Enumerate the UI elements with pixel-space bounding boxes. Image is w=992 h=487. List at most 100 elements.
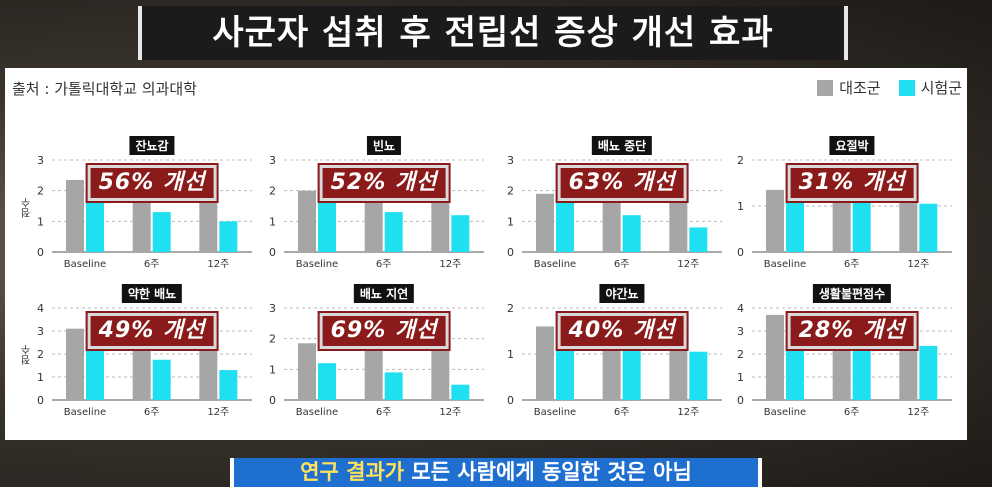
- y-tick-label: 1: [269, 363, 276, 376]
- x-tick-label: 12주: [907, 407, 929, 418]
- x-tick-label: 12주: [439, 407, 461, 418]
- bar-control-3: [431, 195, 450, 252]
- x-tick-label: Baseline: [64, 259, 106, 270]
- y-tick-label: 3: [37, 325, 44, 338]
- y-tick-label: 4: [737, 302, 744, 315]
- bar-control-3: [899, 192, 918, 252]
- bar-control-2: [364, 192, 383, 252]
- bar-control-2: [364, 344, 383, 400]
- legend: 대조군 시험군: [817, 77, 962, 98]
- y-tick-label: 0: [37, 394, 44, 407]
- bar-control-2: [132, 192, 151, 252]
- chart-title: 배뇨 지연: [353, 284, 415, 303]
- x-tick-label: 6주: [614, 259, 630, 270]
- y-tick-label: 1: [37, 215, 44, 228]
- chart-svg: 0 1 2 Baseline 6주 12주: [507, 302, 722, 418]
- chart-4: 요절박 0 1 2 Baseline 6주 12주 31% 개선: [730, 136, 952, 272]
- x-tick-label: 6주: [844, 259, 860, 270]
- video-title: 사군자 섭취 후 전립선 증상 개선 효과: [138, 6, 848, 60]
- chart-3: 배뇨 중단 0 1 2 3 Baseline 6주 12주 63% 개선: [500, 136, 722, 272]
- y-tick-label: 3: [269, 302, 276, 315]
- y-tick-label: 2: [37, 185, 44, 198]
- x-tick-label: Baseline: [764, 407, 806, 418]
- bar-test-1: [86, 190, 104, 252]
- y-tick-label: 0: [737, 246, 744, 259]
- bar-test-3: [451, 215, 470, 252]
- bar-test-1: [86, 340, 104, 400]
- chart-8: 생활불편점수 0 1 2 3 4 Baseline 6주 12주 28% 개선: [730, 284, 952, 420]
- bar-control-2: [832, 189, 851, 252]
- bar-control-1: [66, 179, 84, 252]
- y-tick-label: 0: [507, 246, 514, 259]
- legend-label-test: 시험군: [920, 79, 962, 97]
- caption-rest: 모든 사람에게 동일한 것은 아님: [404, 460, 692, 484]
- bar-test-1: [556, 333, 574, 400]
- y-tick-label: 4: [37, 302, 44, 315]
- y-tick-label: 2: [37, 348, 44, 361]
- bar-control-1: [766, 189, 784, 252]
- chart-svg: 0 1 2 3 4 Baseline 6주 12주: [37, 302, 252, 418]
- bar-control-1: [298, 343, 316, 400]
- bar-test-3: [919, 345, 938, 400]
- x-tick-label: 12주: [207, 259, 229, 270]
- chart-5: 약한 배뇨 0 1 2 3 4 Baseline 6주 12주 49% 개선: [30, 284, 252, 420]
- y-tick-label: 2: [737, 154, 744, 167]
- legend-item-control: 대조군: [817, 77, 881, 98]
- y-tick-label: 3: [507, 154, 514, 167]
- legend-item-test: 시험군: [898, 77, 962, 98]
- improvement-badge: 31% 개선: [785, 163, 919, 203]
- x-tick-label: 12주: [907, 259, 929, 270]
- y-tick-label: 0: [37, 246, 44, 259]
- y-tick-label: 3: [737, 325, 744, 338]
- chart-title: 약한 배뇨: [121, 284, 183, 303]
- x-tick-label: 12주: [207, 407, 229, 418]
- y-tick-label: 2: [507, 302, 514, 315]
- bottom-caption: 연구 결과가 모든 사람에게 동일한 것은 아님: [230, 458, 762, 487]
- x-tick-label: Baseline: [534, 407, 576, 418]
- chart-svg: 0 1 2 3 Baseline 6주 12주: [507, 154, 722, 270]
- chart-svg: 0 1 2 3 Baseline 6주 12주: [37, 154, 252, 270]
- chart-title: 야간뇨: [599, 284, 645, 303]
- chart-6: 배뇨 지연 0 1 2 3 Baseline 6주 12주 69% 개선: [262, 284, 484, 420]
- x-tick-label: Baseline: [296, 259, 338, 270]
- y-tick-label: 2: [269, 185, 276, 198]
- x-tick-label: Baseline: [64, 407, 106, 418]
- bar-test-3: [689, 227, 708, 252]
- x-tick-label: 6주: [144, 407, 160, 418]
- bar-test-2: [152, 359, 171, 400]
- bar-control-3: [199, 195, 218, 252]
- x-tick-label: 12주: [439, 259, 461, 270]
- chart-svg: 0 1 2 3 Baseline 6주 12주: [269, 154, 484, 270]
- x-tick-label: 6주: [376, 259, 392, 270]
- bar-control-3: [669, 193, 688, 252]
- bar-test-2: [852, 340, 871, 400]
- bar-test-1: [318, 363, 336, 400]
- bar-control-3: [199, 344, 218, 400]
- x-tick-label: 12주: [677, 259, 699, 270]
- bar-test-3: [451, 384, 470, 400]
- x-tick-label: 12주: [677, 407, 699, 418]
- bar-test-2: [622, 344, 641, 400]
- y-tick-label: 3: [37, 154, 44, 167]
- legend-swatch-control: [817, 79, 834, 96]
- bar-test-1: [556, 189, 574, 252]
- y-tick-label: 0: [269, 246, 276, 259]
- bar-control-2: [602, 193, 621, 252]
- chart-svg: 0 1 2 3 Baseline 6주 12주: [269, 302, 484, 418]
- y-tick-label: 1: [737, 200, 744, 213]
- y-tick-label: 3: [269, 154, 276, 167]
- bar-control-3: [431, 346, 450, 400]
- improvement-badge: 63% 개선: [555, 163, 689, 203]
- improvement-badge: 49% 개선: [85, 311, 219, 351]
- x-tick-label: 6주: [844, 407, 860, 418]
- y-tick-label: 2: [269, 333, 276, 346]
- bar-control-2: [132, 340, 151, 400]
- y-tick-label: 1: [507, 215, 514, 228]
- improvement-badge: 40% 개선: [555, 311, 689, 351]
- y-tick-label: 0: [507, 394, 514, 407]
- y-tick-label: 2: [507, 185, 514, 198]
- y-tick-label: 1: [37, 371, 44, 384]
- x-tick-label: Baseline: [534, 259, 576, 270]
- chart-title: 생활불편점수: [812, 284, 892, 303]
- bar-test-2: [852, 194, 871, 252]
